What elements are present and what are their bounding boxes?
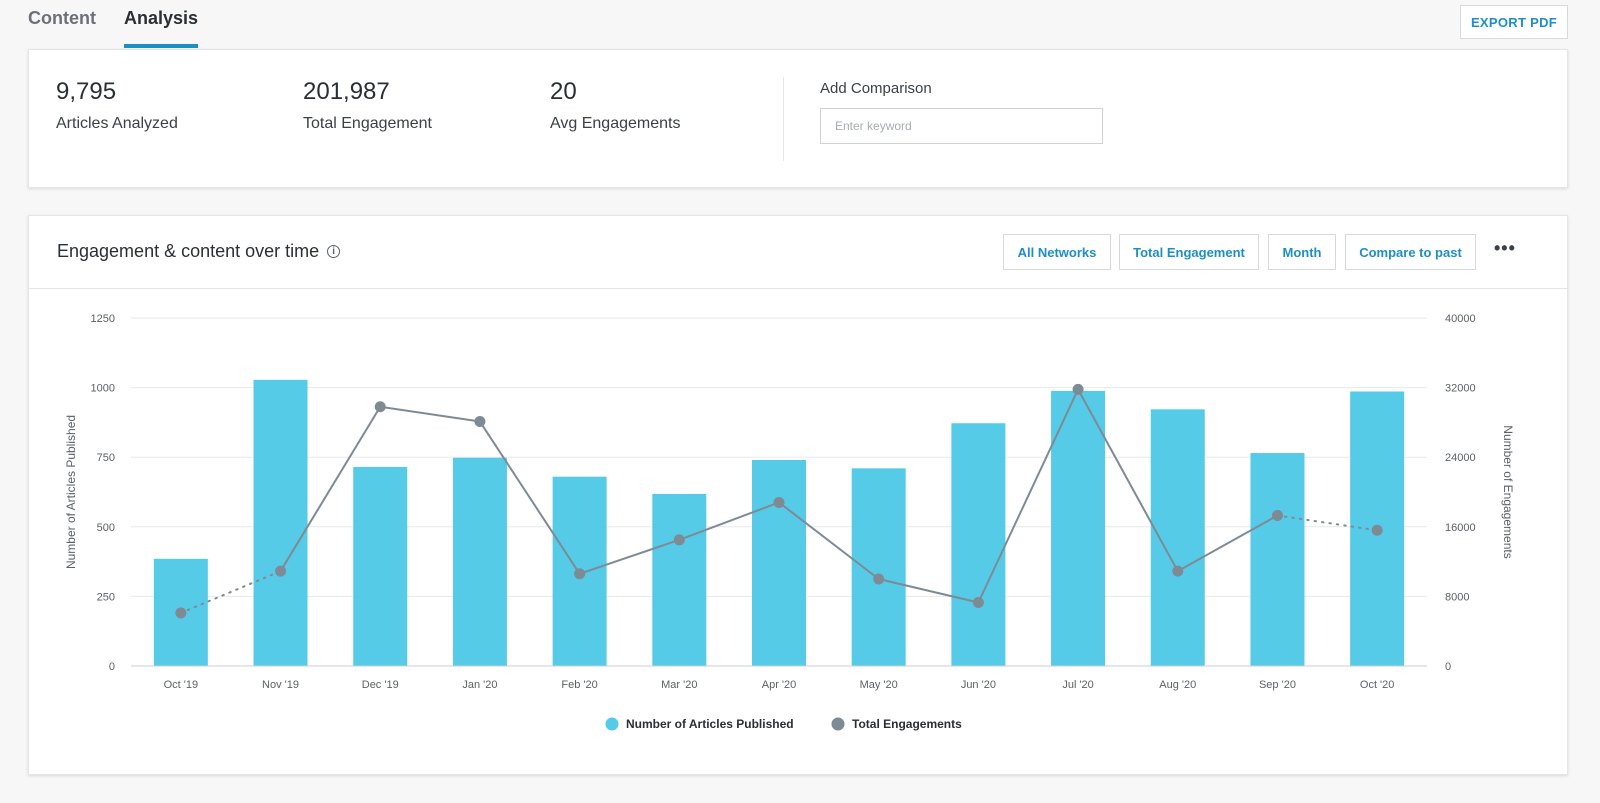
bar (951, 423, 1006, 666)
line-point (773, 496, 785, 508)
summary-stats-card: 9,795 Articles Analyzed 201,987 Total En… (28, 49, 1568, 188)
bar (452, 457, 507, 666)
line-point (972, 596, 984, 608)
add-comparison-label: Add Comparison (820, 80, 932, 97)
chart-title-text: Engagement & content over time (57, 241, 320, 261)
more-horizontal-icon[interactable]: ••• (1494, 238, 1516, 258)
bar (752, 459, 806, 666)
line-segment (279, 406, 382, 572)
stat-label: Avg Engagements (550, 115, 681, 132)
line-point (1072, 383, 1084, 395)
line-segment (778, 501, 880, 580)
stat-value: 201,987 (303, 78, 390, 105)
line-segment (579, 538, 680, 575)
y-right-tick-label: 32000 (1445, 383, 1476, 395)
legend-label-engagements: Total Engagements (852, 717, 962, 731)
comparison-keyword-input[interactable] (820, 108, 1103, 144)
line-point (474, 416, 486, 428)
chart-header: Engagement & content over time i All Net… (29, 216, 1567, 289)
filter-compare-to-past-button[interactable]: Compare to past (1345, 234, 1476, 270)
y-left-tick-label: 1000 (91, 383, 115, 395)
bar (1051, 390, 1106, 666)
tab-content[interactable]: Content (28, 8, 96, 28)
line-segment (1276, 514, 1379, 532)
filter-all-networks-button[interactable]: All Networks (1003, 234, 1111, 270)
line-segment (878, 578, 979, 604)
x-tick-label: Jul '20 (1062, 679, 1093, 691)
filter-month-button[interactable]: Month (1268, 234, 1336, 270)
line-segment (380, 405, 481, 423)
x-tick-label: Jun '20 (961, 679, 996, 691)
info-icon[interactable]: i (327, 245, 341, 258)
bar (353, 466, 408, 666)
y-right-tick-label: 8000 (1445, 591, 1469, 603)
export-pdf-button[interactable]: EXPORT PDF (1460, 5, 1568, 39)
divider (783, 77, 784, 161)
y-right-tick-label: 24000 (1445, 452, 1476, 464)
line-point (673, 534, 685, 546)
legend-marker-engagements (831, 717, 845, 731)
bar (652, 493, 707, 666)
y-left-tick-label: 750 (97, 452, 115, 464)
x-tick-label: Oct '19 (164, 679, 199, 691)
y-right-tick-label: 16000 (1445, 522, 1476, 534)
line-segment (1177, 514, 1278, 573)
x-tick-label: Aug '20 (1159, 679, 1196, 691)
line-point (275, 565, 287, 577)
y-right-tick-label: 0 (1445, 661, 1451, 673)
x-tick-label: Mar '20 (661, 679, 697, 691)
line-point (574, 568, 586, 580)
line-segment (179, 570, 282, 614)
x-tick-label: Oct '20 (1360, 679, 1395, 691)
x-tick-label: Feb '20 (561, 679, 597, 691)
legend-marker-articles (605, 717, 619, 731)
line-point (1371, 524, 1383, 536)
x-tick-label: Nov '19 (262, 679, 299, 691)
y-right-tick-label: 40000 (1445, 313, 1476, 325)
stat-avg-engagements: 20 Avg Engagements (550, 78, 680, 133)
x-tick-label: Dec '19 (362, 679, 399, 691)
line-point (1271, 509, 1283, 521)
x-tick-label: Apr '20 (762, 679, 797, 691)
bar (253, 379, 308, 666)
bar (851, 468, 906, 666)
line-segment (678, 501, 780, 541)
line-point (873, 573, 885, 585)
stat-label: Articles Analyzed (56, 115, 178, 132)
bar (1250, 453, 1305, 666)
line-point (175, 607, 187, 619)
chart-title: Engagement & content over time i (57, 241, 341, 262)
line-point (374, 401, 386, 413)
tab-bar: Content Analysis (28, 0, 199, 50)
line-segment (977, 388, 1079, 603)
stat-articles-analyzed: 9,795 Articles Analyzed (56, 78, 178, 133)
line-point (1172, 565, 1184, 577)
y-left-axis-title: Number of Articles Published (64, 415, 78, 569)
stat-value: 9,795 (56, 78, 117, 105)
tab-analysis[interactable]: Analysis (123, 0, 199, 48)
x-tick-label: Sep '20 (1259, 679, 1296, 691)
x-tick-label: Jan '20 (462, 679, 497, 691)
y-left-tick-label: 0 (109, 661, 115, 673)
x-tick-label: May '20 (860, 679, 898, 691)
stat-label: Total Engagement (303, 115, 432, 132)
stat-value: 20 (550, 78, 577, 105)
line-segment (479, 420, 581, 575)
y-left-tick-label: 1250 (91, 313, 115, 325)
engagement-chart-card: Engagement & content over time i All Net… (28, 215, 1568, 775)
legend-label-articles: Number of Articles Published (626, 717, 794, 731)
y-left-tick-label: 500 (97, 522, 115, 534)
y-left-tick-label: 250 (97, 591, 115, 603)
line-segment (1077, 388, 1179, 572)
y-right-axis-title: Number of Engagements (1501, 425, 1515, 558)
stat-total-engagement: 201,987 Total Engagement (303, 78, 432, 133)
engagement-chart: 0 250 500 750 1000 1250 0 8000 16000 24000 32000 40… (64, 313, 1515, 731)
filter-total-engagement-button[interactable]: Total Engagement (1119, 234, 1259, 270)
